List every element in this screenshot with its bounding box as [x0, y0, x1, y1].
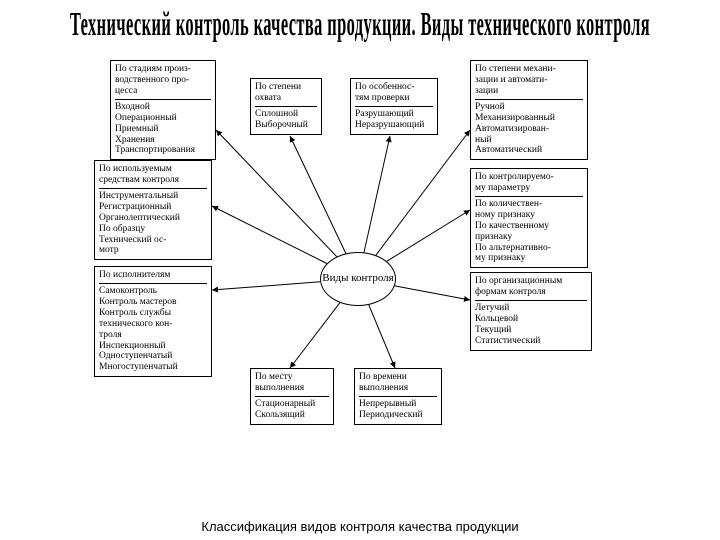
box-header: По степени охвата [255, 82, 317, 107]
box-items: Самоконтроль Контроль мастеров Контроль … [99, 286, 207, 373]
caption: Классификация видов контроля качества пр… [0, 519, 720, 534]
box-header: По особеннос- тям проверки [355, 82, 433, 107]
connector-means [212, 206, 327, 264]
box-mechanization: По степени механи- зации и автомати- зац… [470, 60, 588, 160]
connector-stages [216, 130, 337, 257]
box-org_forms: По организационным формам контроляЛетучи… [470, 272, 592, 351]
box-items: Ручной Механизированный Автоматизирован-… [475, 102, 583, 157]
connector-check_features [364, 136, 390, 252]
box-header: По организационным формам контроля [475, 276, 587, 301]
connector-place [290, 303, 340, 368]
connector-parameter [387, 210, 470, 261]
box-coverage: По степени охватаСплошной Выборочный [250, 78, 322, 135]
box-header: По исполнителям [99, 270, 207, 284]
connector-performers [212, 282, 320, 290]
center-label: Виды контроля [322, 272, 393, 285]
box-check_features: По особеннос- тям проверкиРазрушающий Не… [350, 78, 438, 135]
box-header: По месту выполнения [255, 372, 329, 397]
page-title: Технический контроль качества продукции.… [65, 6, 655, 45]
box-items: Стационарный Скользящий [255, 399, 329, 421]
connector-time [369, 305, 395, 368]
box-stages: По стадиям произ- водственного про- цесс… [110, 60, 216, 160]
box-header: По стадиям произ- водственного про- цесс… [115, 64, 211, 100]
box-header: По степени механи- зации и автомати- зац… [475, 64, 583, 100]
box-header: По контролируемо- му параметру [475, 172, 583, 197]
box-parameter: По контролируемо- му параметруПо количес… [470, 168, 588, 268]
box-items: Сплошной Выборочный [255, 109, 317, 131]
box-means: По используемым средствам контроляИнстру… [94, 160, 212, 260]
diagram-canvas: Виды контроля По стадиям произ- водствен… [90, 60, 630, 500]
box-header: По времени выполнения [359, 372, 437, 397]
connector-org_forms [395, 286, 470, 300]
box-header: По используемым средствам контроля [99, 164, 207, 189]
connector-mechanization [376, 130, 470, 255]
box-items: По количествен- ному признаку По качеств… [475, 199, 583, 265]
box-performers: По исполнителям Самоконтроль Контроль мас… [94, 266, 212, 377]
box-items: Входной Операционный Приемный Хранения Т… [115, 102, 211, 157]
box-time: По времени выполненияНепрерывный Периоди… [354, 368, 442, 425]
box-items: Летучий Кольцевой Текущий Статистический [475, 303, 587, 347]
box-items: Разрушающий Неразрушающий [355, 109, 433, 131]
box-place: По месту выполненияСтационарный Скользящ… [250, 368, 334, 425]
center-node: Виды контроля [320, 252, 396, 306]
box-items: Инструментальный Регистрационный Органол… [99, 191, 207, 257]
box-items: Непрерывный Периодический [359, 399, 437, 421]
connector-coverage [290, 136, 346, 253]
